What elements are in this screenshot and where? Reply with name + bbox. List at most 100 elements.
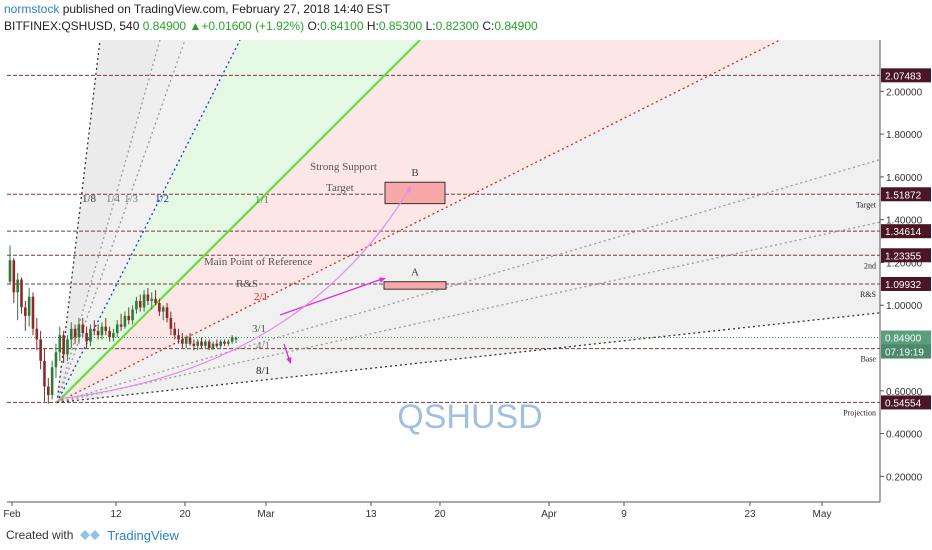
y-tick-label: 1.40000 [886,216,923,227]
candle-body [58,335,62,353]
x-tick-label: 12 [110,509,122,520]
fan-ratio-label: 8/1 [256,365,270,377]
x-tick-label: 9 [621,509,627,520]
candle-body [35,328,39,340]
chart-note[interactable]: Target [326,182,354,194]
current-price-tag [881,330,931,345]
candle-body [204,341,207,346]
low-label: L: [425,19,436,33]
candle-body [123,315,127,327]
candle-body [92,328,96,331]
price-level-name: Target [856,200,877,209]
close-value: 0.84900 [494,19,538,33]
candle-body [31,296,35,329]
chart-note[interactable]: Strong Support [310,161,377,173]
publish-line: normstock published on TradingView.com, … [4,1,390,18]
target-box-label: B [411,167,418,179]
candle-body [223,341,226,344]
countdown-tag [881,344,931,359]
candle-body [234,337,238,340]
candle-body [184,337,188,344]
projection-curve[interactable] [57,187,411,400]
tradingview-logo-icon [80,530,101,540]
arrow-head-icon [379,277,386,283]
candle-body [108,330,111,338]
price-level-tag [881,224,931,239]
countdown-value: 07:19:19 [885,348,924,359]
fan-line[interactable] [56,145,930,404]
candle-body [219,341,222,346]
fan-line[interactable] [56,40,186,403]
candle-body [146,294,150,301]
y-tick-label: 0.40000 [886,430,923,441]
candle-body [104,326,108,331]
candle-body [96,330,100,336]
candle-body [127,315,131,321]
projection-arrow[interactable] [279,278,383,316]
fan-zone [57,40,880,403]
low-value: 0.82300 [435,19,479,33]
candle-body [196,341,199,346]
symbol-watermark: QSHUSD [397,398,542,436]
x-tick-label: 20 [434,509,446,520]
x-tick-label: 13 [365,509,377,520]
fan-line[interactable] [56,307,930,404]
candle-body [66,339,69,355]
candle-body [169,318,173,329]
fan-ratio-label: 3/1 [252,323,266,335]
candle-body [62,335,65,355]
price-level-value: 0.54554 [885,398,922,409]
candle-body [135,300,138,310]
target-box[interactable] [383,281,447,290]
x-tick-label: Apr [541,509,557,520]
candle-body [181,339,184,344]
chart-note[interactable]: R&S [236,278,258,290]
target-box[interactable] [384,181,446,205]
candle-body [119,324,123,327]
open-value: 0.84100 [320,19,364,33]
fan-ratio-label: 1/2 [155,193,169,205]
candle-body [154,298,157,304]
y-tick-label: 1.60000 [886,173,923,184]
price-level-value: 1.34614 [885,227,922,238]
price-level-value: 2.07483 [885,71,922,82]
x-tick-label: Feb [3,509,21,520]
chart-note[interactable]: Main Point of Reference [204,256,313,268]
candle-body [50,367,54,396]
tradingview-brand[interactable]: TradingView [107,527,179,543]
candle-body [165,307,169,319]
price-level-tag [881,68,931,83]
candle-body [161,307,165,312]
fan-line[interactable] [56,211,930,404]
candle-body [20,279,23,308]
ohlc-line: BITFINEX:QSHUSD, 540 0.84900 ▲+0.01600 (… [4,18,538,35]
price-level-tag [881,248,931,263]
fan-ratio-label: 1/8 [82,193,97,205]
candle-body [77,324,81,338]
footer: Created with TradingView [6,524,179,546]
chart-header: normstock published on TradingView.com, … [4,0,928,40]
author-link[interactable]: normstock [4,2,60,16]
x-tick-label: 23 [744,509,756,520]
candle-body [16,279,19,293]
y-tick-label: 0.60000 [886,387,923,398]
candle-body [27,296,31,316]
candle-body [39,339,42,361]
x-tick-label: 20 [179,509,191,520]
candle-body [89,328,92,342]
fan-line[interactable] [56,40,421,404]
price-change: +0.01600 (+1.92%) [201,19,305,33]
arrow-head-icon [286,357,292,364]
close-label: C: [482,19,495,33]
price-level-tag [881,187,931,202]
current-price-value: 0.84900 [885,334,922,345]
high-value: 0.85300 [378,19,423,33]
y-tick-label: 0.20000 [886,472,923,483]
price-chart[interactable]: 1/8 1/4 1/3 1/2 1/1 2/1 3/1 4/1 8/1 Strong Suppo… [0,0,932,522]
price-level-name: Projection [843,408,876,417]
candle-body [112,333,115,338]
candle-body [150,298,154,301]
created-with-label: Created with [6,528,74,542]
candle-body [12,260,16,293]
high-label: H: [366,19,379,33]
